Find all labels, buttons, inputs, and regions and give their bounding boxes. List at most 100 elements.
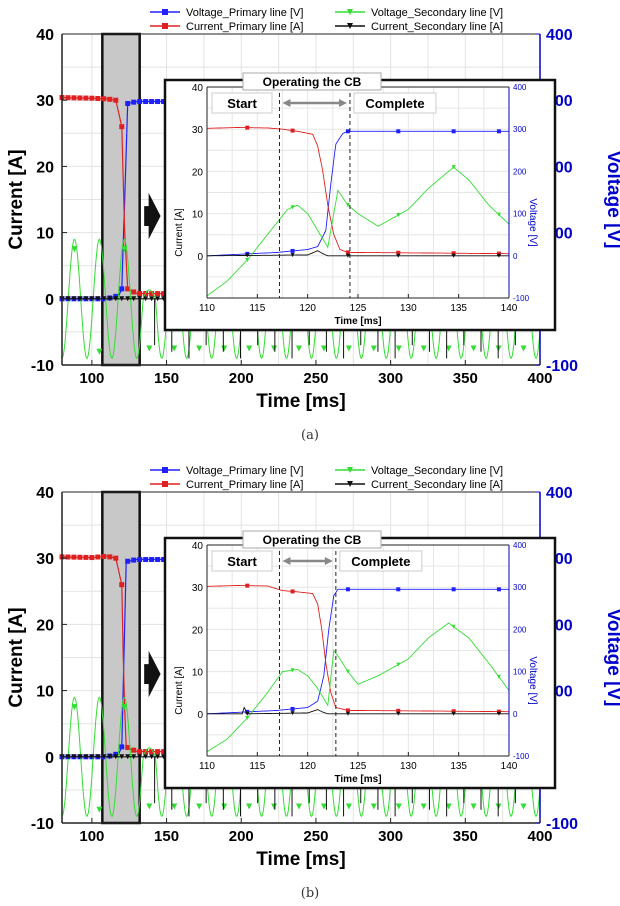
series-marker — [451, 253, 456, 258]
inset-series-current-primary-line-a- — [206, 125, 509, 256]
series-marker — [155, 754, 161, 760]
series-marker — [196, 345, 203, 352]
inset-series-voltage-secondary-line-v- — [206, 165, 510, 297]
series-marker — [161, 291, 167, 297]
inset-y-tick-label-right: 0 — [513, 252, 518, 261]
series-marker — [162, 467, 168, 473]
series-marker — [77, 554, 83, 560]
series-marker — [290, 248, 295, 253]
inset-x-tick-label: 115 — [249, 761, 265, 772]
inset: 110 115 120 125 130 135 140 0 10 20 30 40 -100 0 100 20… — [163, 72, 557, 332]
legend-item: Voltage_Secondary line [V] — [335, 465, 503, 477]
series-marker — [125, 101, 131, 107]
series-marker — [196, 803, 203, 810]
series-marker — [162, 9, 168, 15]
series-marker — [71, 554, 77, 560]
series-marker — [290, 589, 295, 594]
series-marker — [155, 557, 161, 563]
y-axis-label-right: Voltage [V] — [603, 151, 620, 249]
series-marker — [395, 345, 402, 352]
series-marker — [345, 250, 350, 255]
series-marker — [143, 754, 149, 760]
series-marker — [89, 95, 95, 101]
series-marker — [246, 345, 253, 352]
series-marker — [149, 749, 155, 755]
series-marker — [131, 296, 137, 302]
inset-y-tick-label-left: 10 — [192, 210, 204, 221]
series-marker — [162, 23, 168, 29]
legend-item: Voltage_Secondary line [V] — [335, 7, 503, 19]
complete-label: Complete — [351, 554, 410, 569]
legend-item: Current_Primary line [A] — [150, 479, 303, 491]
series-marker — [496, 587, 501, 592]
series-marker — [320, 803, 327, 810]
series-marker — [245, 711, 250, 716]
x-tick-label: 300 — [378, 370, 403, 387]
series-marker — [113, 97, 119, 103]
series-marker — [470, 803, 477, 810]
inset-series-line — [206, 585, 509, 713]
y-tick-label-left: 40 — [36, 485, 54, 502]
legend-label: Current_Secondary line [A] — [371, 21, 503, 33]
x-tick-label: 250 — [303, 370, 328, 387]
series-marker — [71, 754, 77, 760]
start-label: Start — [227, 96, 257, 111]
series-marker — [131, 747, 137, 753]
series-marker — [107, 96, 113, 102]
series-marker — [445, 803, 452, 810]
series-marker — [345, 345, 352, 352]
series-marker — [119, 582, 125, 588]
series-marker — [221, 345, 228, 352]
series-marker — [143, 99, 149, 105]
series-marker — [113, 555, 119, 561]
series-marker — [290, 706, 295, 711]
series-marker — [143, 296, 149, 302]
inset-y-tick-label-right: -100 — [513, 294, 530, 303]
series-marker — [295, 345, 302, 352]
series-marker — [121, 246, 128, 253]
series-marker — [101, 754, 107, 760]
inset-title-box — [242, 530, 382, 549]
series-marker — [125, 754, 131, 760]
series-marker — [345, 711, 350, 716]
series-marker — [71, 296, 77, 302]
series-marker — [370, 803, 377, 810]
series-marker — [83, 554, 89, 560]
series-marker — [290, 205, 295, 210]
inset-series-line — [206, 622, 510, 753]
series-marker — [496, 212, 501, 217]
inset-y-tick-label-right: 100 — [513, 668, 527, 677]
series-marker — [121, 704, 128, 711]
series-marker — [347, 481, 353, 487]
series-marker — [520, 345, 527, 352]
x-tick-label: 350 — [453, 370, 478, 387]
series-marker — [71, 95, 77, 101]
series-marker — [101, 553, 107, 559]
series-marker — [119, 286, 125, 292]
series-marker — [137, 291, 143, 297]
inset-series-line — [207, 588, 509, 715]
inset-series-current-secondary-line-a- — [207, 250, 509, 258]
series-marker — [96, 348, 103, 355]
series-marker — [83, 754, 89, 760]
series-marker — [155, 749, 161, 755]
x-tick-label: 100 — [79, 370, 104, 387]
x-tick-label: 350 — [453, 828, 478, 845]
caption-a: (a) — [301, 428, 319, 443]
inset-x-tick-label: 115 — [249, 303, 265, 314]
series-marker — [496, 711, 501, 716]
legend-item: Current_Secondary line [A] — [335, 479, 503, 491]
inset-y-tick-label-left: 40 — [192, 83, 204, 94]
inset-y-axis-label-right: Voltage [V] — [527, 656, 538, 705]
y-tick-label-left: 0 — [45, 292, 54, 309]
inset-series-line — [206, 127, 509, 255]
duration-arrowhead-right — [324, 557, 333, 565]
series-marker — [71, 704, 78, 711]
series-marker — [396, 662, 401, 667]
inset-y-tick-label-left: 40 — [192, 541, 204, 552]
y-tick-label-right: -100 — [546, 816, 578, 833]
series-marker — [101, 96, 107, 102]
series-marker — [155, 296, 161, 302]
series-marker — [496, 709, 501, 714]
series-marker — [149, 99, 155, 105]
